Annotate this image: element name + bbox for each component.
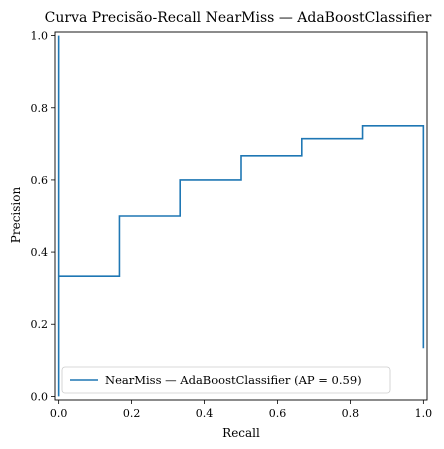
x-tick-label: 0.8 <box>342 407 360 420</box>
y-axis-label: Precision <box>9 187 23 244</box>
y-tick-label: 0.2 <box>31 318 49 331</box>
y-tick-label: 0.4 <box>31 246 49 259</box>
legend-entry-label: NearMiss — AdaBoostClassifier (AP = 0.59… <box>105 373 362 387</box>
legend-box <box>61 366 391 394</box>
y-tick-label: 0.6 <box>31 174 49 187</box>
x-tick-label: 0.0 <box>50 407 68 420</box>
legend: NearMiss — AdaBoostClassifier (AP = 0.59… <box>61 366 391 394</box>
y-tick-label: 0.0 <box>31 390 49 403</box>
y-tick-label: 0.8 <box>31 102 49 115</box>
x-tick-label: 1.0 <box>415 407 433 420</box>
pr-curve-line <box>57 35 425 397</box>
x-tick-label: 0.6 <box>269 407 287 420</box>
x-tick-label: 0.4 <box>196 407 214 420</box>
x-axis-label: Recall <box>222 426 260 440</box>
chart-title: Curva Precisão-Recall NearMiss — AdaBoos… <box>45 10 432 26</box>
y-tick-label: 1.0 <box>31 30 49 43</box>
x-tick-label: 0.2 <box>123 407 141 420</box>
plot-area-frame <box>54 31 428 401</box>
